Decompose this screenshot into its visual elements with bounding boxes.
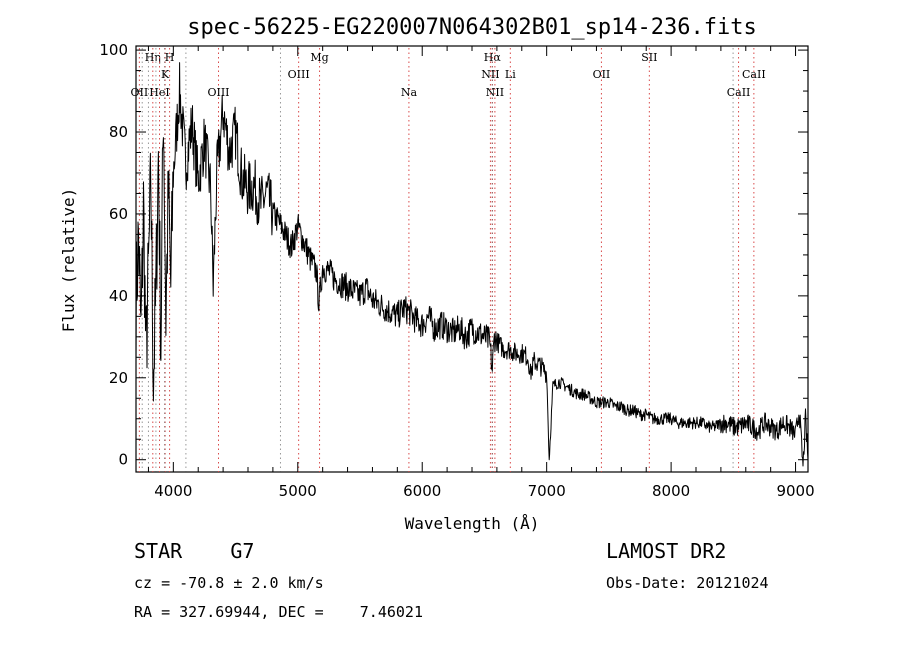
spectral-line-label: SII: [641, 51, 657, 64]
spectral-line-label: CaII: [742, 68, 766, 81]
survey-name: LAMOST DR2: [606, 539, 727, 563]
y-tick-label: 40: [109, 287, 128, 305]
spectral-line-label: NII: [481, 68, 499, 81]
spectral-line-label: OIII: [288, 68, 310, 81]
chart-title: spec-56225-EG220007N064302B01_sp14-236.f…: [187, 15, 757, 40]
y-tick-label: 80: [109, 123, 128, 141]
x-axis-label: Wavelength (Å): [405, 514, 540, 533]
y-tick-label: 100: [99, 41, 128, 59]
spectral-line-label: Hη: [145, 51, 161, 64]
x-tick-label: 4000: [154, 482, 192, 500]
spectral-line-label: K: [161, 68, 170, 81]
object-class: STAR G7: [134, 539, 255, 563]
spectral-line-label: OII: [593, 68, 611, 81]
x-tick-label: 9000: [776, 482, 814, 500]
observation-date: Obs-Date: 20121024: [606, 574, 769, 592]
spectral-line-label: CaII: [727, 86, 751, 99]
x-tick-label: 5000: [279, 482, 317, 500]
x-tick-label: 6000: [403, 482, 441, 500]
spectral-line-label: H: [165, 51, 175, 64]
y-tick-label: 20: [109, 369, 128, 387]
ra-dec-coordinates: RA = 327.69944, DEC = 7.46021: [134, 603, 423, 621]
y-tick-label: 60: [109, 205, 128, 223]
y-tick-label: 0: [118, 451, 128, 469]
spectrum-line: [135, 62, 809, 467]
plot-frame: [135, 45, 809, 473]
spectral-line-label: Li: [505, 68, 516, 81]
spectral-line-label: NII: [486, 86, 504, 99]
spectral-line-label: HeI: [149, 86, 169, 99]
redshift-velocity: cz = -70.8 ± 2.0 km/s: [134, 574, 324, 592]
spectral-line-label: Na: [401, 86, 418, 99]
spectral-line-label: Mg: [310, 51, 328, 64]
spectral-line-label: OII: [131, 86, 149, 99]
spectral-line-label: OIII: [207, 86, 229, 99]
y-axis-label: Flux (relative): [59, 188, 78, 333]
x-tick-label: 7000: [528, 482, 566, 500]
x-tick-label: 8000: [652, 482, 690, 500]
